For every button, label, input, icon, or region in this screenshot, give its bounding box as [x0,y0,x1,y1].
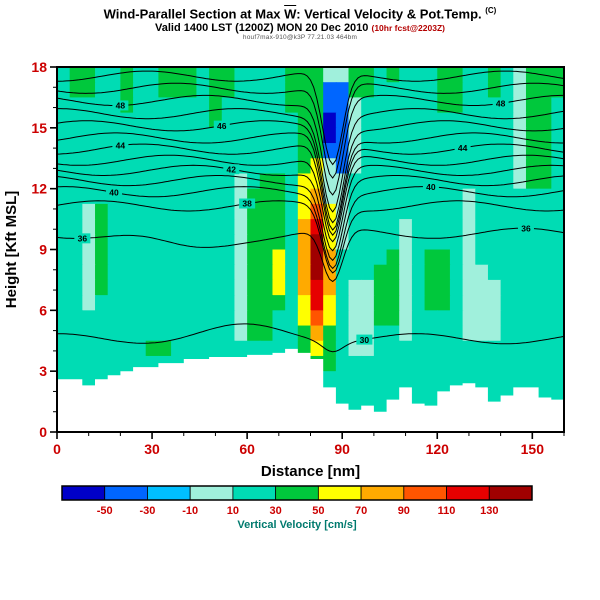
svg-text:12: 12 [31,181,47,197]
svg-text:150: 150 [521,441,545,457]
svg-text:Vertical Velocity [cm/s]: Vertical Velocity [cm/s] [237,519,357,531]
title-wbar: W [284,6,297,22]
svg-text:90: 90 [334,441,350,457]
title-suffix: : Vertical Velocity & Pot.Temp. [296,6,486,22]
terrain-layer [57,348,564,432]
svg-text:6: 6 [39,302,47,318]
svg-text:0: 0 [39,424,47,440]
svg-text:60: 60 [239,441,255,457]
svg-text:42: 42 [227,164,237,174]
svg-text:10: 10 [227,505,239,517]
chart-header: Wind-Parallel Section at Max W: Vertical… [0,6,600,41]
svg-text:36: 36 [521,223,531,233]
svg-text:44: 44 [116,141,126,151]
svg-text:48: 48 [496,99,506,109]
svg-text:Distance [nm]: Distance [nm] [261,463,360,480]
svg-text:50: 50 [312,505,324,517]
svg-text:48: 48 [116,101,126,111]
svg-text:15: 15 [31,120,47,136]
svg-text:30: 30 [270,505,282,517]
contour-label-layer: 30 36 36 38 40 40 42 44 44 46 48 48 [74,98,534,345]
title-unit: (C) [485,6,497,15]
svg-text:18: 18 [31,59,47,75]
svg-text:130: 130 [480,505,498,517]
svg-text:90: 90 [398,505,410,517]
svg-text:-50: -50 [97,505,113,517]
subtitle-main: Valid 1400 LST (1200Z) MON 20 Dec 2010 [155,22,372,35]
svg-text:110: 110 [438,505,456,517]
svg-text:36: 36 [78,234,88,244]
subtitle-forecast-tag: (10hr fcst@2203Z) [371,23,445,34]
svg-text:40: 40 [109,188,119,198]
svg-text:70: 70 [355,505,367,517]
theta-contour-layer [56,70,565,353]
svg-text:Height [Kft MSL]: Height [Kft MSL] [3,191,20,308]
chart-title: Wind-Parallel Section at Max W: Vertical… [0,6,600,21]
svg-text:0: 0 [53,441,61,457]
svg-text:44: 44 [458,143,468,153]
svg-text:9: 9 [39,242,47,258]
svg-text:-10: -10 [182,505,198,517]
svg-text:30: 30 [144,441,160,457]
svg-text:120: 120 [426,441,450,457]
svg-text:40: 40 [426,182,436,192]
svg-text:46: 46 [217,121,227,131]
svg-text:3: 3 [39,363,47,379]
title-prefix: Wind-Parallel Section at Max [103,6,285,22]
colorbar: -50 -30 -10 10 30 50 70 90 110 130 Vertical Veloci… [61,485,533,531]
chart-subtitle: Valid 1400 LST (1200Z) MON 20 Dec 2010 (… [0,22,600,34]
meta-line: houf7max-910@k3P 77.21.03 464bm [242,34,358,42]
svg-text:-30: -30 [140,505,156,517]
svg-text:38: 38 [242,199,252,209]
svg-text:30: 30 [360,335,370,345]
